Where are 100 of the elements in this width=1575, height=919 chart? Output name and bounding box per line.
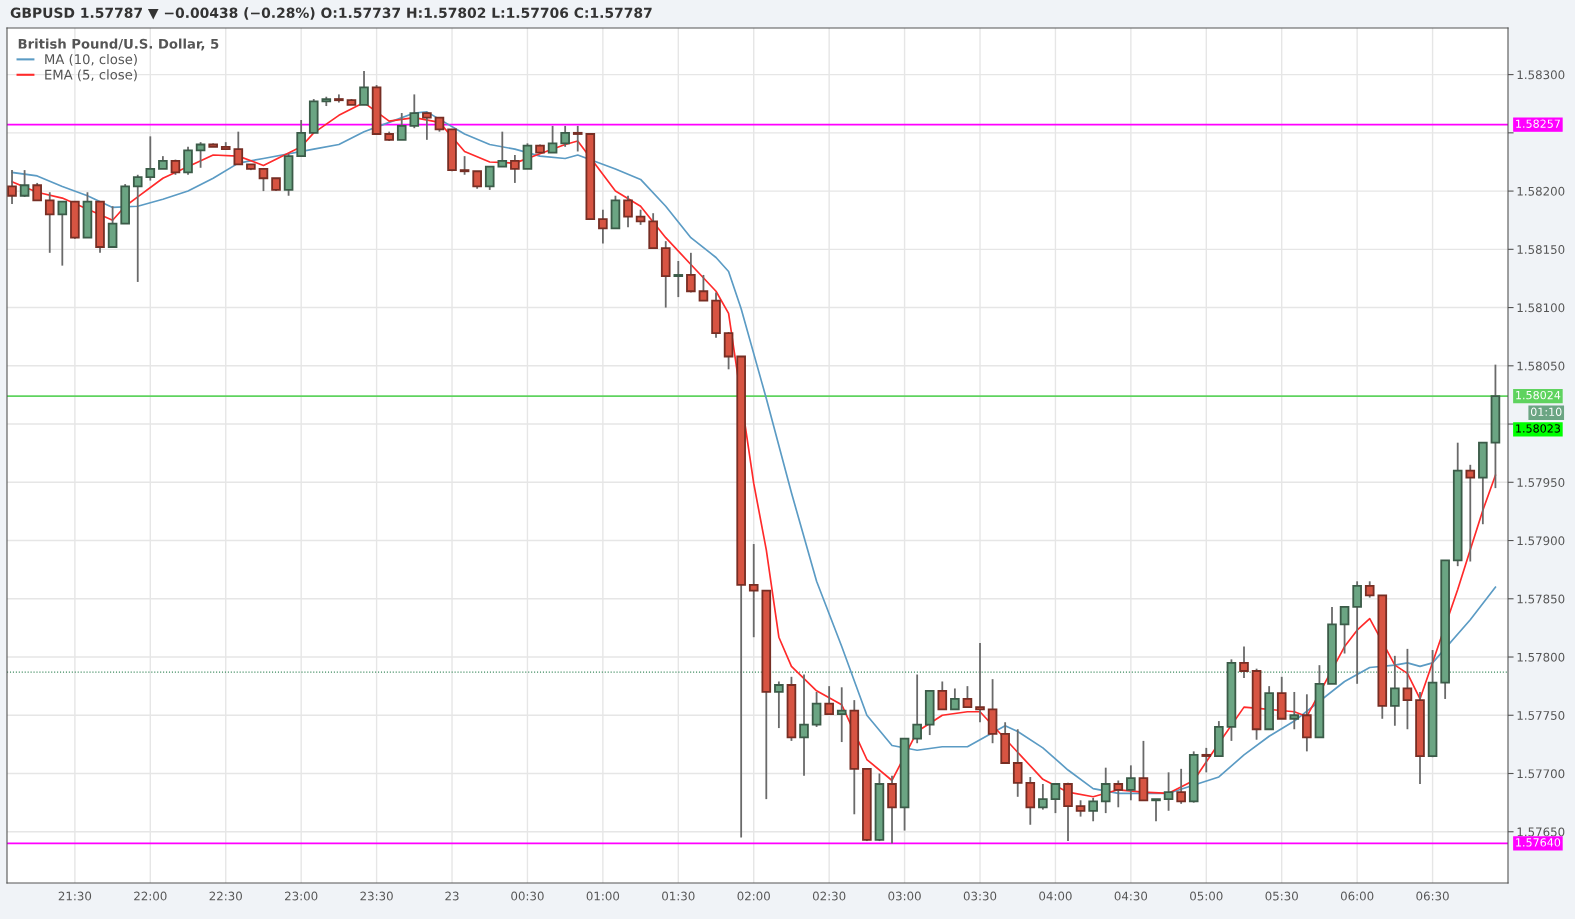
candlestick [107,205,118,248]
chart-title: GBPUSD 1.57787 ▼ −0.00438 (−0.28%) O:1.57737 H:1.57802 L:1.57706 C:1.57787 [10,7,652,20]
y-tick-label: 1.57700 [1517,769,1565,779]
candlestick [1113,779,1124,809]
candlestick [836,686,847,743]
candlestick [673,260,684,298]
candlestick [1402,647,1413,731]
candlestick [887,774,897,845]
candlestick [811,691,822,728]
candlestick [57,200,68,267]
candlestick [1352,580,1362,685]
candlestick [824,685,834,716]
candlestick [1176,767,1186,805]
candlestick [19,169,30,198]
candlestick [962,685,973,709]
candlestick [572,124,583,153]
legend-title: British Pound/U.S. Dollar, 5 [18,38,219,51]
y-tick-label: 1.57850 [1517,594,1565,604]
x-tick-label: 05:00 [1190,891,1223,901]
legend-label: MA (10, close) [45,53,137,66]
candlestick [145,135,156,182]
candlestick [1012,728,1023,798]
x-tick-label: 02:30 [812,891,846,901]
y-tick-label: 1.58150 [1517,245,1565,254]
y-tick-label: 1.57650 [1517,827,1565,837]
x-tick-label: 04:30 [1114,891,1148,901]
candlestick [510,154,520,184]
candlestick [484,165,495,191]
candlestick [1289,691,1300,731]
ref-line-label: 1.57640 [1516,838,1561,847]
candlestick [1126,764,1136,802]
ref-line-label: 1.58024 [1516,390,1561,400]
y-tick-label: 1.57750 [1517,710,1565,720]
candlestick [748,543,759,639]
candlestick [912,673,922,745]
candlestick [497,130,508,168]
candlestick [1339,606,1350,655]
candlestick [522,142,533,170]
candlestick [7,169,17,205]
candlestick [359,70,369,106]
x-tick-label: 03:30 [963,891,997,901]
text: 1.58023 [1516,424,1560,433]
candlestick [723,331,734,371]
candlestick [1390,654,1400,727]
candlestick [1100,766,1111,815]
candlestick [1465,463,1476,563]
x-tick-label: 00:30 [511,891,544,901]
candlestick [459,155,470,176]
candlestick [1163,771,1174,812]
x-tick-label: 06:00 [1340,891,1374,901]
x-tick-label: 03:00 [888,891,921,901]
x-tick-label: 21:30 [58,891,92,901]
y-tick-label: 1.58100 [1517,303,1565,313]
x-tick-label: 02:00 [737,891,770,901]
candlestick [132,173,143,283]
candlestick [1088,797,1098,823]
text: 01:10 [1530,407,1562,416]
x-tick-label: 23 [445,891,459,901]
candlestick [195,141,206,169]
x-tick-label: 06:30 [1416,891,1449,901]
x-tick-label: 01:30 [662,891,695,901]
candlestick [975,642,985,724]
y-tick-label: 1.58050 [1517,361,1565,371]
candlestick [1050,783,1061,815]
candlestick [937,680,948,711]
candlestick [698,274,709,302]
candlestick [598,208,608,245]
x-tick-label: 23:00 [285,891,318,901]
candlestick [1239,645,1249,679]
legend-label: EMA (5, close) [45,69,137,82]
x-tick-label: 01:00 [586,891,620,901]
y-tick-label: 1.57800 [1517,652,1565,662]
candlestick [547,124,558,154]
ref-line-label: 1.58257 [1516,119,1560,128]
candlestick [1302,693,1312,753]
candlestick [396,112,407,141]
candlestick [774,680,784,729]
x-tick-label: 23:30 [360,891,393,901]
x-tick-label: 04:00 [1039,891,1072,901]
y-tick-label: 1.57900 [1517,536,1565,546]
candlestick [409,93,420,130]
candlestick [422,110,432,141]
candlestick [560,124,570,148]
candlestick [1138,739,1149,802]
x-tick-label: 22:30 [209,891,242,901]
candlestick [799,673,809,777]
y-tick-label: 1.57950 [1517,478,1565,487]
x-tick-label: 22:00 [134,891,167,901]
candlestick [686,251,696,294]
candlestick [1151,798,1161,823]
candlestick [950,687,960,711]
y-tick-label: 1.58300 [1517,70,1565,80]
candlestick [183,145,193,176]
candlestick [233,130,244,166]
candlestick [1063,781,1073,842]
y-tick-label: 1.58200 [1517,186,1565,196]
candlestick [1038,783,1048,811]
x-tick-label: 05:30 [1265,891,1298,901]
candlestick [1201,746,1212,774]
candlestick [296,119,306,158]
